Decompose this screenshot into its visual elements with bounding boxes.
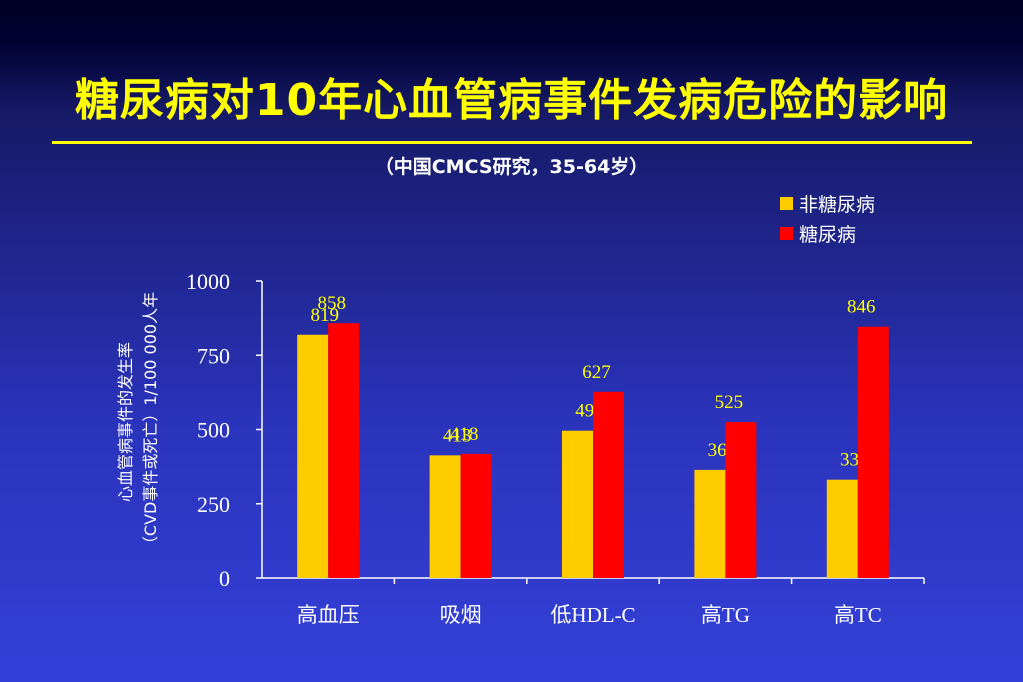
legend-swatch-non-diabetes [780, 196, 793, 210]
bar-diabetes [857, 326, 889, 578]
legend-item-diabetes: 糖尿病 [780, 218, 875, 248]
x-tick-label: 吸烟 [440, 603, 482, 627]
data-label-diabetes: 525 [715, 392, 744, 413]
x-tick-label: 低HDL-C [550, 603, 635, 627]
slide-subtitle: （中国CMCS研究，35-64岁） [374, 156, 649, 178]
y-tick-label: 750 [197, 343, 230, 368]
bar-non-diabetes [562, 430, 593, 578]
bar-diabetes [593, 391, 624, 578]
y-tick-label: 250 [197, 492, 230, 517]
data-label-non-diabetes: 413 [443, 425, 472, 446]
bar-non-diabetes [826, 479, 858, 578]
data-label-diabetes: 846 [847, 297, 876, 318]
y-tick-label: 500 [197, 418, 230, 443]
y-tick-label: 0 [219, 566, 230, 591]
title-underline [52, 141, 972, 144]
bar-non-diabetes [694, 469, 726, 578]
legend-swatch-diabetes [780, 226, 793, 240]
legend-label-diabetes: 糖尿病 [799, 223, 857, 246]
data-label-diabetes: 858 [317, 293, 346, 314]
data-label-non-diabetes: 819 [310, 305, 339, 326]
bar-non-diabetes [297, 334, 329, 578]
y-tick-label: 1000 [186, 269, 230, 294]
bar-non-diabetes [429, 455, 461, 578]
slide-title: 糖尿病对10年心血管病事件发病危险的影响 [74, 75, 949, 126]
x-tick-label: 高TG [701, 603, 750, 627]
bar-diabetes [725, 422, 757, 578]
x-tick-label: 高血压 [297, 603, 360, 627]
legend-item-non-diabetes: 非糖尿病 [780, 188, 875, 218]
data-label-diabetes: 627 [582, 362, 611, 383]
chart-legend: 非糖尿病 糖尿病 [780, 188, 875, 248]
x-tick-label: 高TC [834, 603, 882, 627]
bar-diabetes [460, 453, 492, 578]
data-label-diabetes: 418 [450, 424, 479, 445]
legend-label-non-diabetes: 非糖尿病 [799, 193, 876, 216]
bar-diabetes [328, 323, 360, 578]
